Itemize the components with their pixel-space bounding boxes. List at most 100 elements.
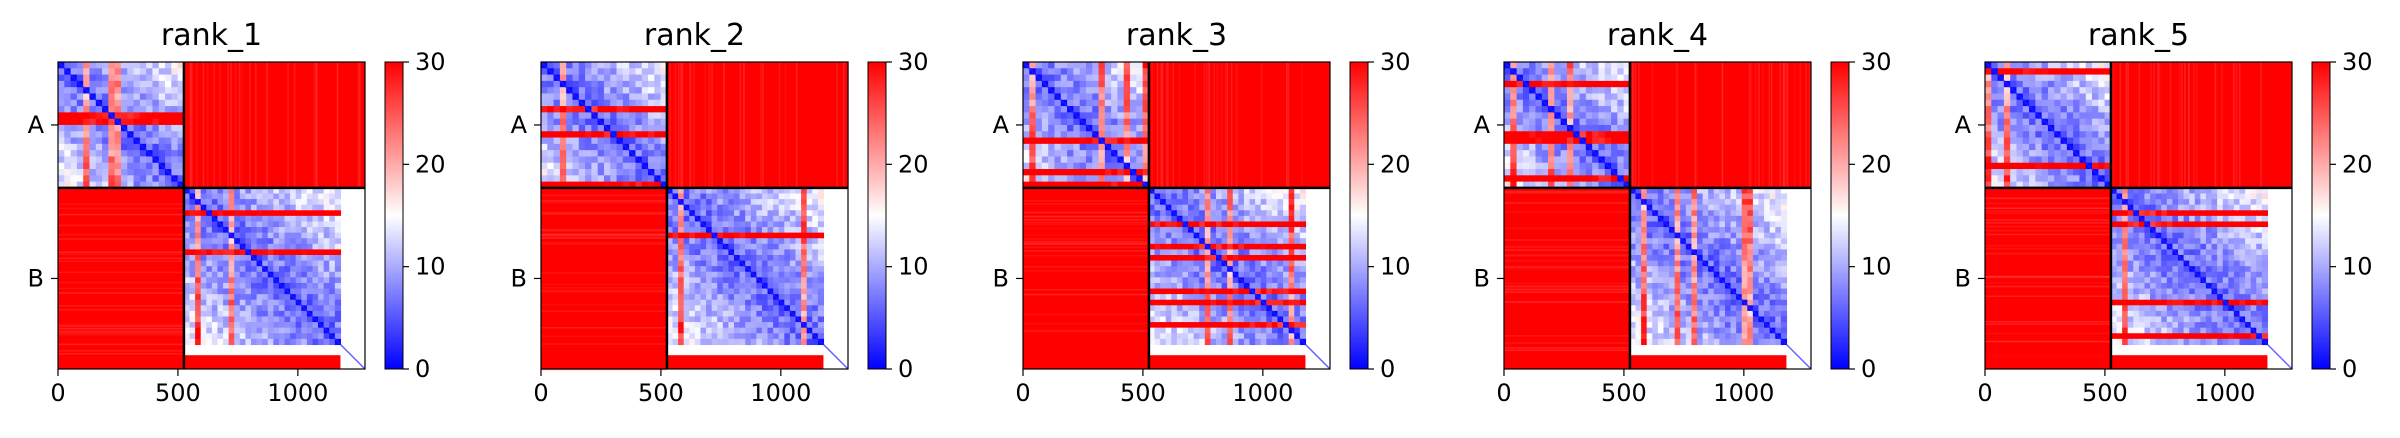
heatmap-cell — [1193, 288, 1200, 295]
heatmap-cell — [70, 106, 78, 113]
heatmap-cell — [1171, 305, 1178, 312]
heatmap-cell — [1073, 106, 1081, 113]
heatmap-cell — [1210, 204, 1217, 211]
heatmap-cell — [1646, 254, 1653, 262]
heatmap-cell — [1035, 99, 1043, 107]
stripe — [541, 212, 667, 215]
heatmap-cell — [683, 249, 690, 256]
heatmap-cell — [1238, 187, 1245, 195]
heatmap-cell — [83, 106, 91, 113]
stripe — [58, 203, 184, 205]
heatmap-cell — [234, 232, 241, 239]
heatmap-cell — [1730, 294, 1737, 301]
heatmap-cell — [133, 80, 141, 88]
heatmap-cell — [694, 232, 702, 239]
heatmap-cell — [239, 316, 247, 323]
heatmap-cell — [1747, 266, 1754, 273]
heatmap-cell — [641, 181, 649, 189]
heatmap-cell — [761, 254, 769, 262]
heatmap-cell — [312, 210, 319, 217]
heatmap-cell — [789, 199, 797, 206]
heatmap-cell — [1724, 266, 1732, 273]
heatmap-cell — [1210, 271, 1217, 278]
heatmap-cell — [1510, 74, 1518, 82]
heatmap-cell — [64, 74, 72, 82]
heatmap-cell — [334, 299, 342, 306]
heatmap-cell — [553, 181, 561, 189]
heatmap-cell — [1271, 232, 1279, 239]
heatmap-cell — [1199, 310, 1206, 318]
heatmap-cell — [189, 215, 196, 223]
heatmap-cell — [1188, 322, 1195, 329]
heatmap-cell — [158, 137, 166, 145]
heatmap-cell — [1535, 137, 1543, 145]
heatmap-cell — [1277, 199, 1284, 206]
heatmap-cell — [1041, 112, 1049, 120]
heatmap-cell — [228, 266, 235, 273]
heatmap-cell — [801, 193, 808, 200]
heatmap-cell — [1130, 87, 1137, 95]
heatmap-cell — [1573, 143, 1581, 151]
heatmap-cell — [1775, 282, 1782, 290]
heatmap-cell — [795, 333, 802, 340]
heatmap-cell — [1669, 238, 1676, 245]
heatmap-cell — [89, 62, 97, 69]
heatmap-cell — [1713, 232, 1720, 239]
heatmap-cell — [1691, 238, 1698, 245]
heatmap-cell — [1604, 93, 1612, 101]
heatmap-cell — [1299, 299, 1307, 306]
heatmap-cell — [700, 260, 707, 267]
heatmap-cell — [228, 277, 235, 284]
heatmap-cell — [717, 271, 724, 278]
heatmap-cell — [635, 124, 643, 132]
heatmap-cell — [1188, 327, 1195, 334]
heatmap-cell — [1123, 74, 1131, 82]
heatmap-cell — [1283, 199, 1290, 206]
heatmap-cell — [773, 254, 780, 262]
heatmap-cell — [610, 87, 618, 95]
heatmap-cell — [806, 299, 813, 306]
heatmap-cell — [228, 199, 235, 206]
heatmap-cell — [239, 322, 247, 329]
heatmap-cell — [1758, 204, 1765, 211]
heatmap-cell — [158, 112, 166, 120]
heatmap-cell — [177, 118, 185, 126]
heatmap-cell — [306, 333, 314, 340]
heatmap-cell — [171, 80, 179, 88]
heatmap-cell — [329, 316, 336, 323]
heatmap-cell — [812, 282, 819, 290]
heatmap-cell — [1504, 150, 1511, 158]
stripe — [778, 62, 781, 188]
heatmap-cell — [200, 260, 207, 267]
heatmap-cell — [1566, 131, 1574, 139]
heatmap-cell — [158, 68, 166, 76]
heatmap-cell — [217, 254, 224, 262]
heatmap-cell — [1243, 227, 1251, 234]
heatmap-cell — [1238, 266, 1245, 273]
stripe — [58, 260, 184, 262]
heatmap-cell — [1176, 316, 1184, 323]
heatmap-cell — [200, 294, 207, 301]
heatmap-cell — [95, 124, 103, 132]
heatmap-cell — [1598, 131, 1606, 139]
heatmap-cell — [784, 254, 791, 262]
heatmap-cell — [778, 338, 785, 346]
heatmap-cell — [1148, 243, 1156, 251]
heatmap-cell — [223, 316, 230, 323]
stripe — [541, 233, 667, 235]
heatmap-cell — [165, 131, 172, 139]
heatmap-cell — [666, 204, 674, 211]
stripe — [1504, 285, 1630, 288]
heatmap-cell — [1288, 210, 1295, 217]
heatmap-cell — [1260, 210, 1267, 217]
heatmap-cell — [1035, 124, 1043, 132]
heatmap-cell — [1652, 322, 1659, 329]
heatmap-cell — [217, 327, 224, 334]
heatmap-cell — [1117, 124, 1125, 132]
heatmap-cell — [1669, 282, 1676, 290]
heatmap-cell — [1635, 249, 1642, 256]
stripe — [1023, 313, 1149, 316]
heatmap-cell — [1193, 338, 1200, 346]
heatmap-cell — [1635, 221, 1642, 228]
heatmap-cell — [1288, 338, 1295, 346]
